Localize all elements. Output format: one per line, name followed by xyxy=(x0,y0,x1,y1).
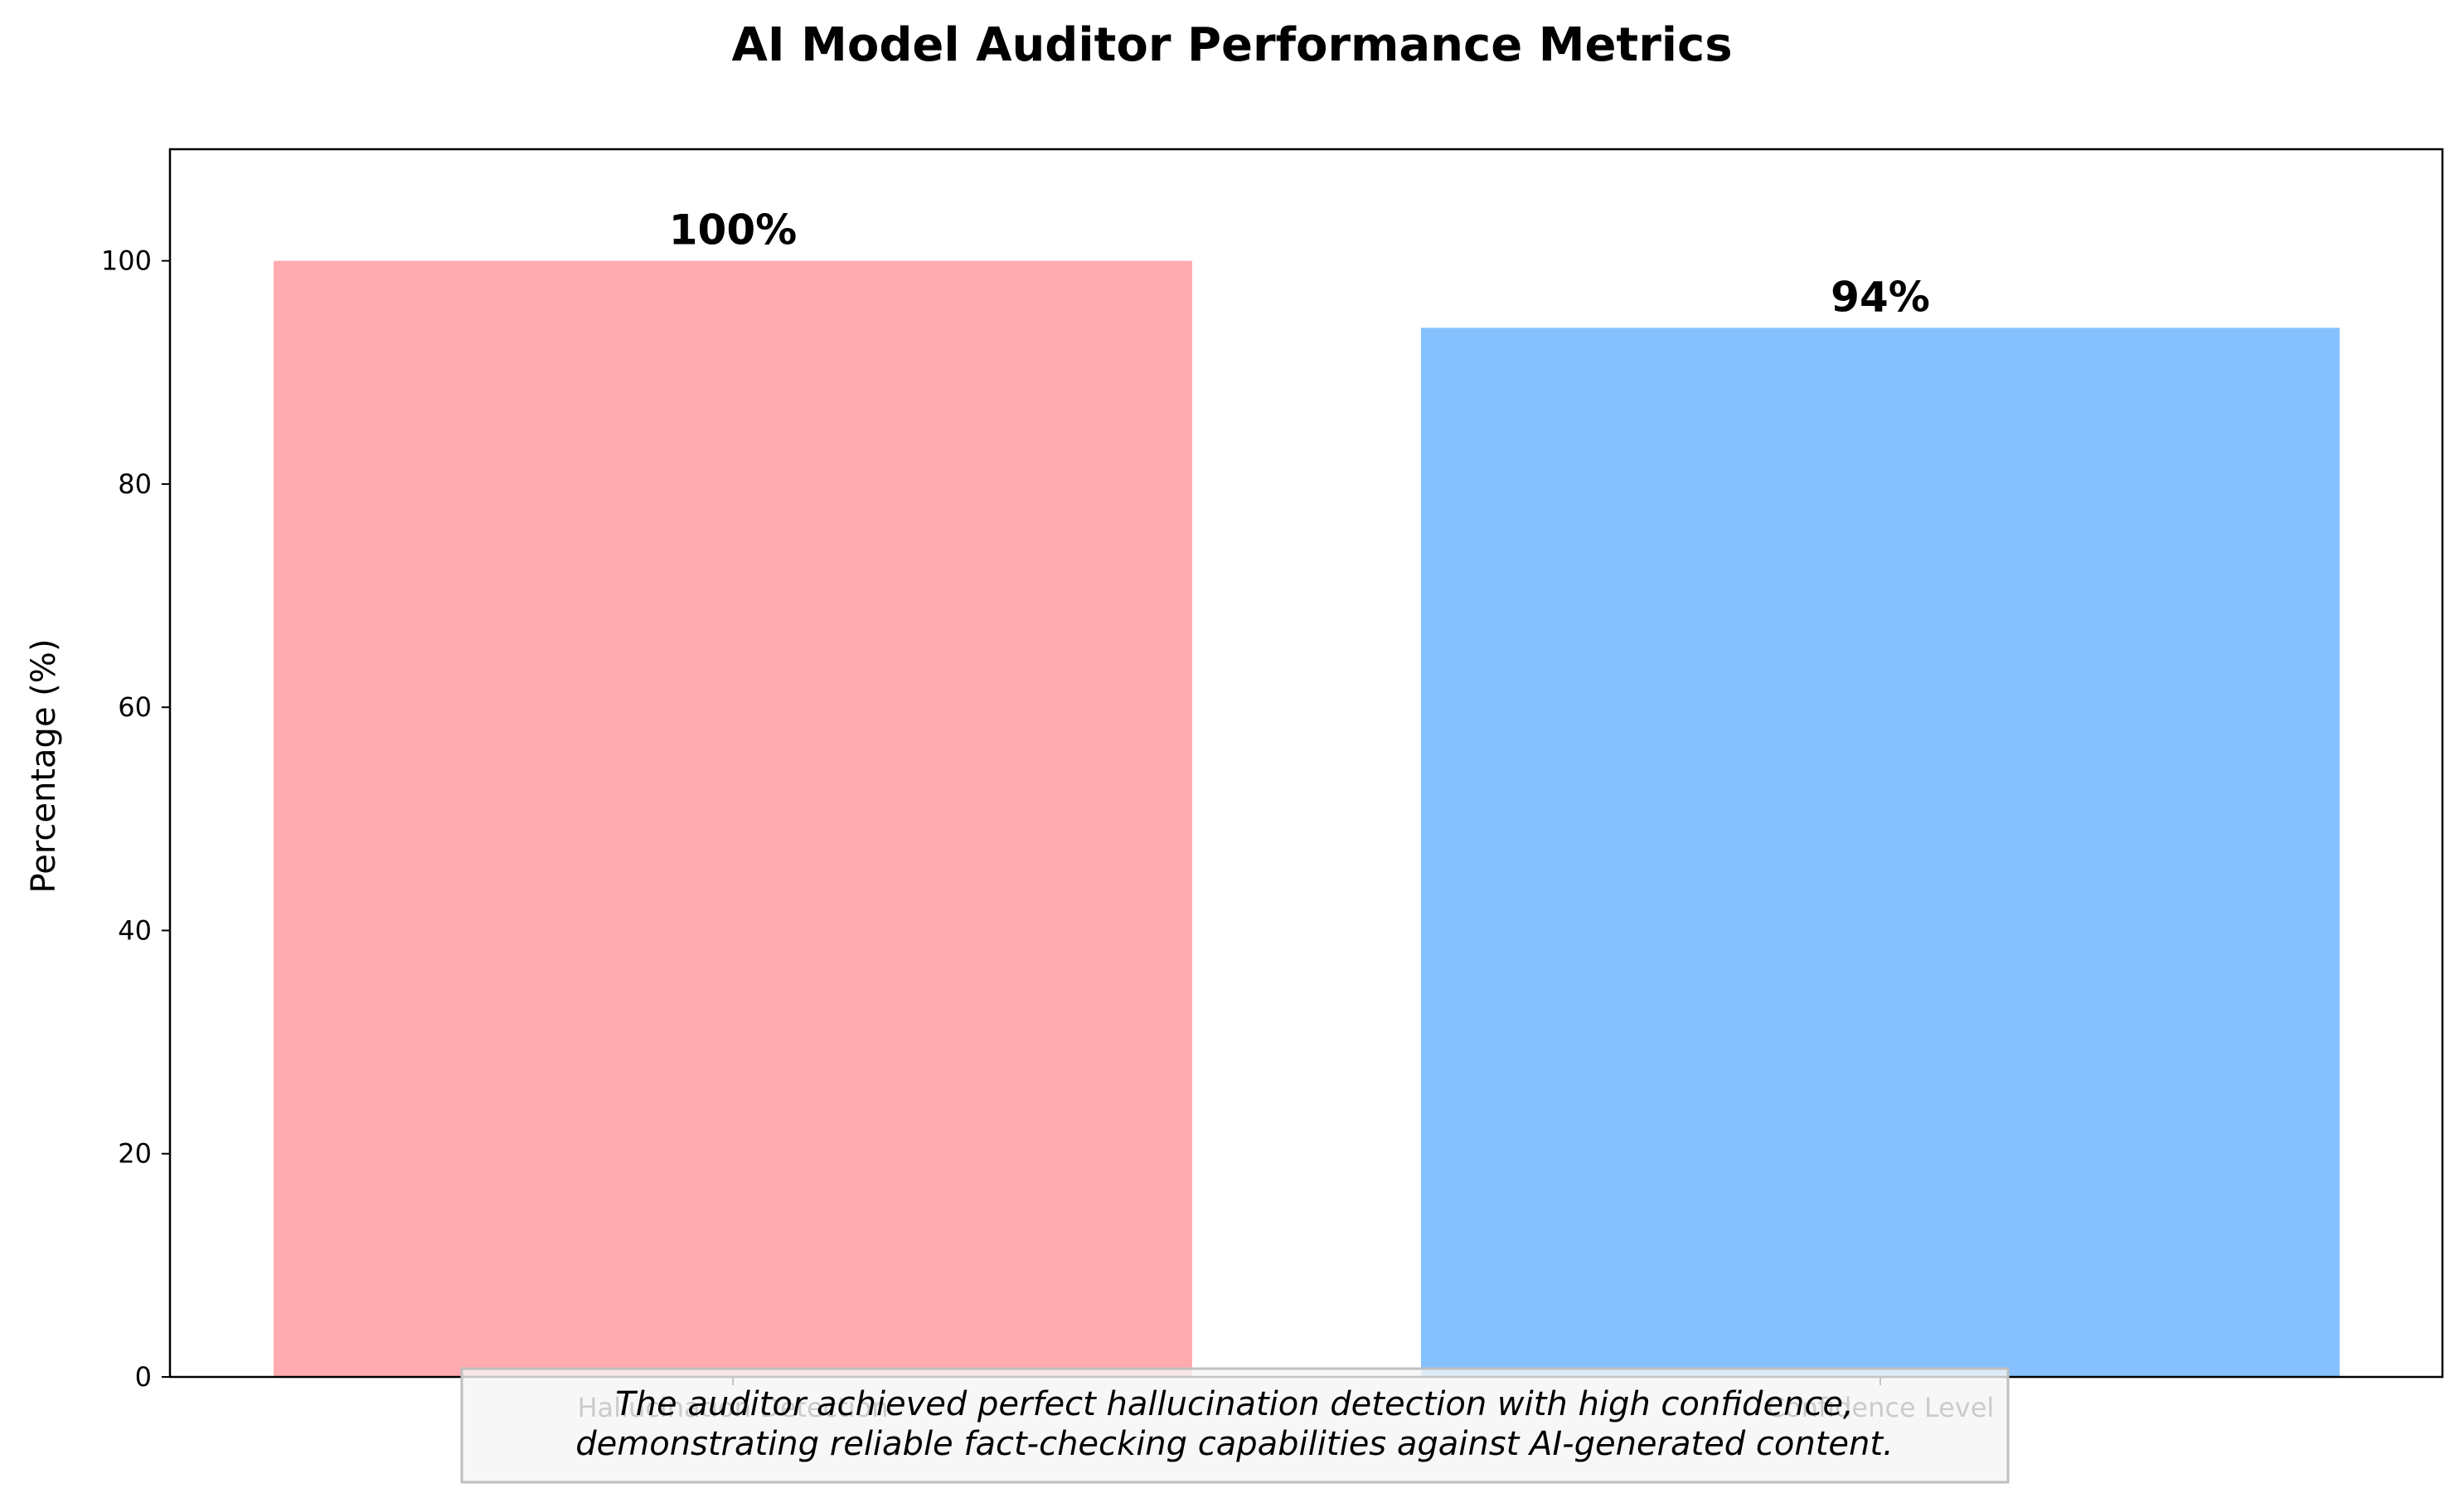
plot-area: 100%Hallucination Detection94%Confidence… xyxy=(101,148,2444,1484)
y-tick-label-80: 80 xyxy=(118,468,152,500)
annotation-box xyxy=(460,1367,2010,1484)
y-tick-label-0: 0 xyxy=(135,1361,152,1393)
y-tick-label-20: 20 xyxy=(118,1138,152,1170)
y-tick-label-100: 100 xyxy=(101,245,152,277)
annotation-line-1: The auditor achieved perfect hallucinati… xyxy=(615,1385,1853,1423)
annotation-line-2: demonstrating reliable fact-checking cap… xyxy=(575,1425,1894,1463)
y-tick-label-40: 40 xyxy=(118,914,152,946)
bar-2 xyxy=(1421,327,2340,1377)
chart-title: AI Model Auditor Performance Metrics xyxy=(731,18,1732,72)
value-label-2: 94% xyxy=(1831,273,1930,321)
y-tick-label-60: 60 xyxy=(118,691,152,723)
bar-1 xyxy=(274,260,1192,1377)
value-label-1: 100% xyxy=(669,206,797,254)
y-axis-label: Percentage (%) xyxy=(25,639,63,894)
